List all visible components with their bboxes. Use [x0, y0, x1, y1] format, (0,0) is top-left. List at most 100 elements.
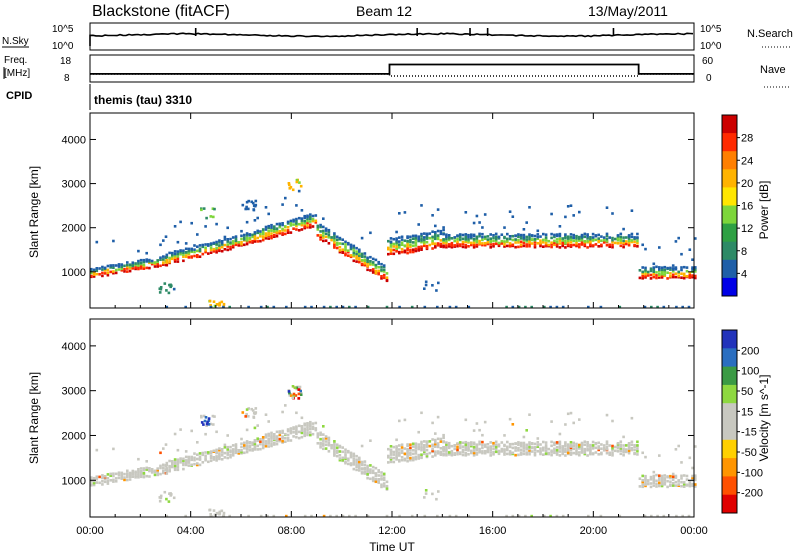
- velocity-cell: [439, 450, 443, 454]
- velocity-cell: [333, 452, 336, 456]
- power-cell: [182, 255, 185, 258]
- power-cell: [431, 241, 434, 245]
- velocity-cell: [423, 514, 427, 518]
- velocity-cell: [536, 443, 540, 447]
- velocity-cell: [324, 447, 328, 450]
- power-cell: [414, 237, 418, 240]
- velocity-cell: [327, 441, 331, 445]
- velocity-cell: [319, 446, 322, 449]
- power-cell: [98, 267, 101, 270]
- velocity-cell: [295, 432, 298, 436]
- velocity-cell: [395, 453, 398, 457]
- power-cell: [533, 241, 537, 244]
- power-cell: [400, 247, 404, 251]
- power-cell: [366, 268, 369, 272]
- velocity-cell: [594, 441, 598, 445]
- velocity-cell: [240, 445, 243, 449]
- velocity-cell: [481, 440, 484, 444]
- velocity-cell: [680, 461, 683, 464]
- velocity-cell: [380, 474, 383, 477]
- velocity-cell: [578, 453, 581, 457]
- velocity-cell: [611, 419, 614, 423]
- velocity-cell: [270, 440, 273, 443]
- power-cell: [597, 233, 600, 237]
- power-cell: [245, 234, 249, 237]
- power-cell: [142, 258, 146, 262]
- power-cell: [618, 305, 622, 309]
- power-cell: [173, 250, 177, 253]
- power-cell: [694, 274, 697, 278]
- velocity-cell: [447, 441, 451, 445]
- power-cell: [464, 235, 468, 239]
- velocity-cell: [112, 447, 115, 451]
- power-cell: [644, 266, 647, 270]
- power-cell: [211, 207, 215, 210]
- velocity-cell: [137, 474, 140, 477]
- velocity-cell: [597, 445, 600, 448]
- velocity-cell: [398, 452, 401, 456]
- power-cell: [169, 283, 172, 287]
- velocity-cell: [387, 454, 390, 458]
- power-cell: [109, 264, 112, 267]
- power-cell: [389, 249, 393, 253]
- power-cell: [558, 242, 562, 245]
- velocity-cell: [374, 478, 378, 481]
- power-cell: [564, 215, 567, 219]
- power-cell: [669, 268, 672, 271]
- velocity-cell: [669, 483, 672, 487]
- power-cell: [306, 217, 309, 221]
- power-cell: [398, 244, 401, 248]
- velocity-cell: [218, 449, 221, 452]
- velocity-cell: [267, 437, 270, 440]
- power-cell: [220, 245, 224, 249]
- velocity-cell: [241, 411, 245, 414]
- velocity-cell: [176, 460, 180, 464]
- velocity-cell: [363, 472, 367, 475]
- velocity-cell: [179, 459, 182, 462]
- velocity-cell: [374, 480, 378, 483]
- power-cell: [643, 305, 647, 309]
- velocity-cell: [284, 440, 287, 443]
- velocity-cell: [176, 458, 180, 461]
- velocity-cell: [200, 415, 203, 419]
- velocity-cell: [137, 472, 140, 476]
- power-cell: [112, 270, 115, 273]
- velocity-cell: [442, 440, 445, 444]
- power-cell: [403, 239, 407, 242]
- velocity-cell: [352, 463, 356, 466]
- velocity-cell: [303, 429, 306, 432]
- power-cell: [303, 305, 307, 309]
- velocity-cell: [285, 514, 288, 518]
- power-cell: [400, 250, 404, 254]
- velocity-cell: [223, 443, 227, 447]
- velocity-cell: [597, 448, 600, 452]
- velocity-cell: [392, 453, 396, 456]
- power-cell: [436, 237, 440, 241]
- power-cell: [162, 239, 165, 242]
- velocity-cell: [424, 492, 428, 495]
- power-cell: [431, 247, 434, 250]
- power-cell: [561, 237, 564, 240]
- velocity-cell: [406, 443, 409, 446]
- velocity-cell: [411, 449, 415, 452]
- power-cell: [481, 242, 484, 245]
- power-cell: [352, 253, 356, 257]
- velocity-cell: [281, 437, 284, 440]
- power-cell: [126, 263, 129, 267]
- velocity-cell: [131, 469, 135, 473]
- velocity-cell: [431, 421, 434, 425]
- power-cell: [369, 260, 372, 263]
- velocity-cell: [371, 471, 375, 475]
- power-cell: [425, 237, 429, 240]
- power-cell: [341, 305, 345, 309]
- velocity-cell: [389, 453, 393, 456]
- velocity-cell: [234, 445, 238, 448]
- velocity-cell: [159, 472, 162, 476]
- power-cell: [525, 235, 528, 239]
- velocity-cell: [483, 451, 487, 455]
- power-cell: [475, 214, 479, 218]
- velocity-cell: [150, 471, 154, 474]
- power-cell: [270, 236, 273, 240]
- power-cell: [409, 235, 412, 239]
- velocity-cell: [215, 511, 219, 515]
